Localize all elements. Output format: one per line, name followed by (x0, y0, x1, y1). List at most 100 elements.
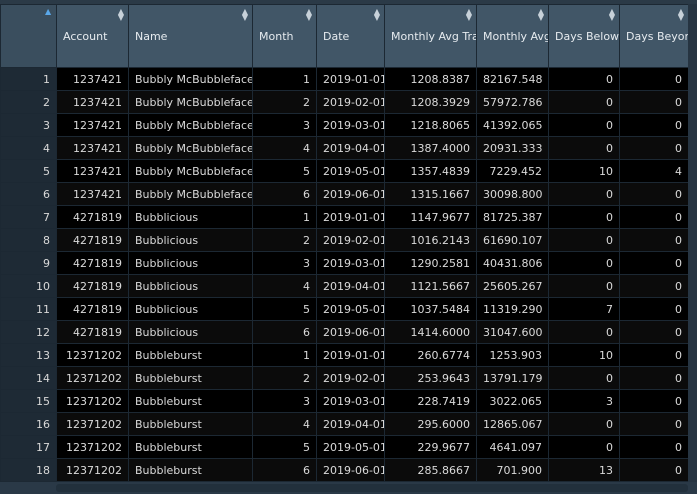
table-row[interactable]: 5 1237421 Bubbly McBubbleface 5 2019-05-01 13… (0, 159, 689, 183)
cell-date: 2019-03-01 (316, 389, 385, 413)
sort-arrows-icon[interactable]: ▲ ▼ (608, 7, 615, 22)
cell-beyond_credit: 0 (619, 435, 689, 459)
cell-date: 2019-06-01 (316, 320, 385, 344)
table-row[interactable]: 6 1237421 Bubbly McBubbleface 6 2019-06-01 13… (0, 182, 689, 206)
cell-month: 6 (252, 320, 317, 344)
vertical-scrollbar[interactable] (688, 4, 697, 482)
column-header-label: Days Beyond Max Credit (626, 29, 688, 43)
cell-account: 4271819 (56, 274, 129, 298)
row-number-header[interactable]: ▲ (0, 4, 57, 68)
scrollbar-thumb[interactable] (56, 484, 688, 492)
sort-arrows-icon[interactable]: ▲ ▼ (305, 7, 312, 22)
column-header-below_zero[interactable]: Days Below Zero balance ▲▼ (548, 4, 620, 68)
cell-beyond_credit: 4 (619, 159, 689, 183)
cell-below_zero: 0 (548, 274, 620, 298)
cell-month: 4 (252, 274, 317, 298)
cell-beyond_credit: 0 (619, 412, 689, 436)
sort-arrows-icon[interactable]: ▲ ▼ (373, 7, 380, 22)
column-header-label: Monthly Avg Balance (483, 29, 548, 43)
table-row[interactable]: 10 4271819 Bubblicious 4 2019-04-01 1121.5667… (0, 274, 689, 298)
cell-date: 2019-06-01 (316, 458, 385, 482)
column-header-label: Monthly Avg Transaction (391, 29, 476, 43)
cell-beyond_credit: 0 (619, 389, 689, 413)
table-row[interactable]: 7 4271819 Bubblicious 1 2019-01-01 1147.9677 8… (0, 205, 689, 229)
cell-month: 4 (252, 136, 317, 160)
cell-below_zero: 0 (548, 67, 620, 91)
table-row[interactable]: 11 4271819 Bubblicious 5 2019-05-01 1037.5484… (0, 297, 689, 321)
column-header-name[interactable]: Name ▲ ▼ (128, 4, 253, 68)
cell-account: 12371202 (56, 343, 129, 367)
cell-account: 12371202 (56, 389, 129, 413)
column-header-label: Name (135, 29, 168, 43)
cell-account: 12371202 (56, 435, 129, 459)
row-number: 7 (0, 205, 57, 229)
table-row[interactable]: 8 4271819 Bubblicious 2 2019-02-01 1016.2143 6… (0, 228, 689, 252)
cell-name: Bubblicious (128, 205, 253, 229)
cell-avg_txn: 1290.2581 (384, 251, 477, 275)
cell-beyond_credit: 0 (619, 297, 689, 321)
cell-avg_txn: 1387.4000 (384, 136, 477, 160)
column-header-avg_txn[interactable]: Monthly Avg Transaction ▲▼ (384, 4, 477, 68)
table-row[interactable]: 13 12371202 Bubbleburst 1 2019-01-01 260.6774… (0, 343, 689, 367)
column-header-avg_bal[interactable]: Monthly Avg Balance ▲▼ (476, 4, 549, 68)
sort-arrows-icon[interactable]: ▲ ▼ (537, 7, 544, 22)
cell-avg_txn: 1037.5484 (384, 297, 477, 321)
cell-below_zero: 0 (548, 113, 620, 137)
cell-beyond_credit: 0 (619, 343, 689, 367)
cell-beyond_credit: 0 (619, 251, 689, 275)
table-row[interactable]: 16 12371202 Bubbleburst 4 2019-04-01 295.6000… (0, 412, 689, 436)
cell-avg_txn: 1208.3929 (384, 90, 477, 114)
cell-avg_bal: 20931.333 (476, 136, 549, 160)
cell-name: Bubbleburst (128, 458, 253, 482)
cell-account: 12371202 (56, 412, 129, 436)
table-row[interactable]: 18 12371202 Bubbleburst 6 2019-06-01 285.8667… (0, 458, 689, 482)
cell-date: 2019-05-01 (316, 159, 385, 183)
cell-below_zero: 0 (548, 320, 620, 344)
column-header-month[interactable]: Month ▲ ▼ (252, 4, 317, 68)
cell-below_zero: 0 (548, 136, 620, 160)
sort-arrows-icon[interactable]: ▲ ▼ (465, 7, 472, 22)
cell-date: 2019-05-01 (316, 297, 385, 321)
sort-arrows-icon[interactable]: ▲ ▼ (241, 7, 248, 22)
table-row[interactable]: 3 1237421 Bubbly McBubbleface 3 2019-03-01 12… (0, 113, 689, 137)
table-row[interactable]: 4 1237421 Bubbly McBubbleface 4 2019-04-01 13… (0, 136, 689, 160)
sort-arrows-icon[interactable]: ▲ ▼ (677, 7, 684, 22)
column-header-account[interactable]: Account ▲ ▼ (56, 4, 129, 68)
cell-month: 5 (252, 435, 317, 459)
cell-beyond_credit: 0 (619, 182, 689, 206)
table-row[interactable]: 17 12371202 Bubbleburst 5 2019-05-01 229.9677… (0, 435, 689, 459)
column-header-beyond_credit[interactable]: Days Beyond Max Credit ▲▼ (619, 4, 689, 68)
table-row[interactable]: 12 4271819 Bubblicious 6 2019-06-01 1414.6000… (0, 320, 689, 344)
cell-avg_bal: 7229.452 (476, 159, 549, 183)
sort-arrows-icon[interactable]: ▲ ▼ (117, 7, 124, 22)
table-row[interactable]: 14 12371202 Bubbleburst 2 2019-02-01 253.9643… (0, 366, 689, 390)
cell-avg_bal: 13791.179 (476, 366, 549, 390)
table-row[interactable]: 15 12371202 Bubbleburst 3 2019-03-01 228.7419… (0, 389, 689, 413)
cell-month: 1 (252, 205, 317, 229)
cell-name: Bubblicious (128, 274, 253, 298)
sort-up-icon[interactable]: ▲ (45, 7, 52, 16)
cell-account: 1237421 (56, 159, 129, 183)
cell-avg_bal: 11319.290 (476, 297, 549, 321)
cell-avg_txn: 1315.1667 (384, 182, 477, 206)
row-number: 10 (0, 274, 57, 298)
horizontal-scrollbar[interactable] (0, 482, 697, 494)
cell-month: 1 (252, 343, 317, 367)
cell-month: 2 (252, 366, 317, 390)
table-row[interactable]: 2 1237421 Bubbly McBubbleface 2 2019-02-01 12… (0, 90, 689, 114)
cell-avg_txn: 1218.8065 (384, 113, 477, 137)
cell-date: 2019-02-01 (316, 228, 385, 252)
cell-account: 4271819 (56, 205, 129, 229)
row-number: 13 (0, 343, 57, 367)
column-header-date[interactable]: Date ▲ ▼ (316, 4, 385, 68)
cell-avg_bal: 3022.065 (476, 389, 549, 413)
row-number: 14 (0, 366, 57, 390)
cell-name: Bubbly McBubbleface (128, 159, 253, 183)
table-row[interactable]: 1 1237421 Bubbly McBubbleface 1 2019-01-01 12… (0, 67, 689, 91)
cell-avg_txn: 228.7419 (384, 389, 477, 413)
table-row[interactable]: 9 4271819 Bubblicious 3 2019-03-01 1290.2581 4… (0, 251, 689, 275)
cell-avg_bal: 57972.786 (476, 90, 549, 114)
row-number: 2 (0, 90, 57, 114)
cell-month: 6 (252, 182, 317, 206)
cell-avg_bal: 4641.097 (476, 435, 549, 459)
